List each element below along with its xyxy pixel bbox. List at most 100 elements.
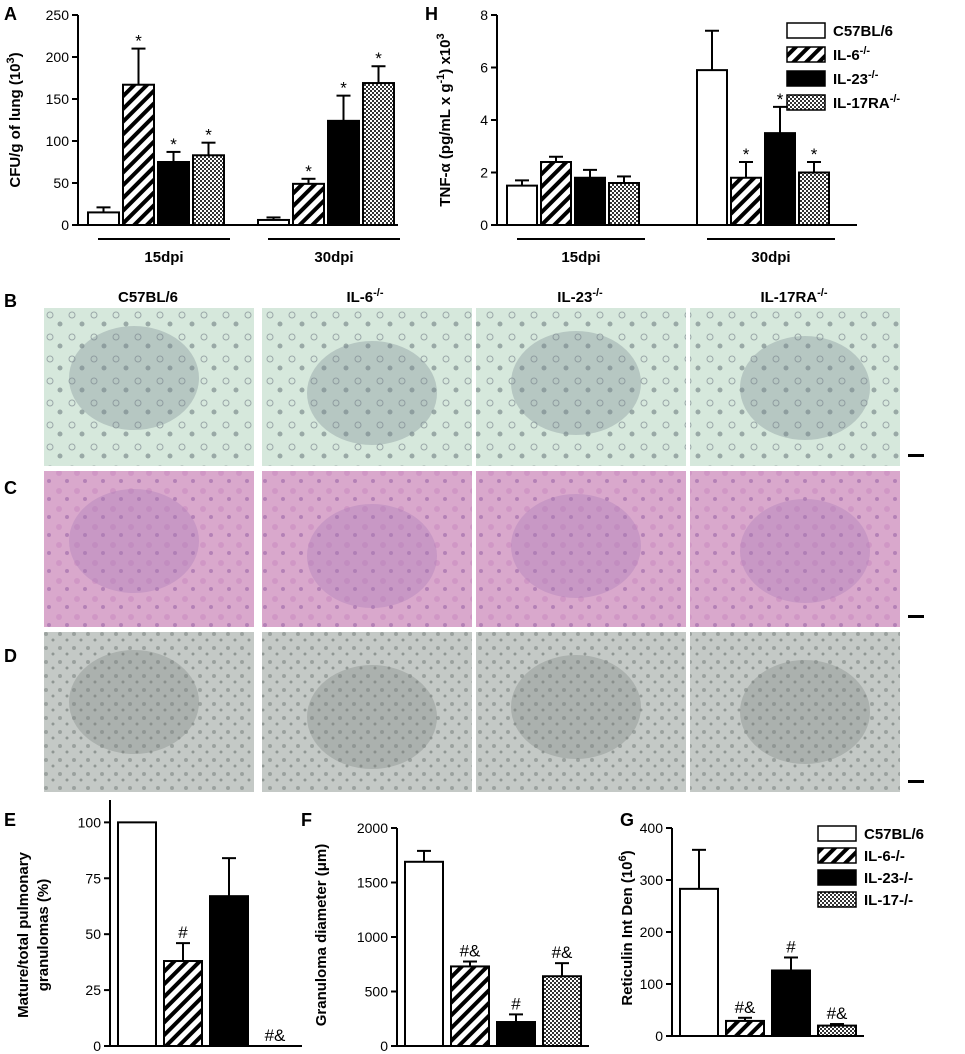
chart-g-bar-annotation: # (786, 937, 796, 956)
chart-h: 0 2 4 6 8 15dpi * * * 30dpi TNF-α (pg/mL x g-1) x1… (435, 7, 857, 266)
chart-h-ytick-label: 6 (480, 60, 488, 76)
micrograph-texture (44, 308, 254, 466)
granuloma-region (511, 331, 641, 435)
histology-micrographs (44, 308, 924, 792)
histology-column-titles: C57BL/6 IL-6-/- IL-23-/- IL-17RA-/- (118, 287, 828, 306)
granuloma-region (511, 655, 641, 759)
panel-label-d: D (4, 646, 17, 666)
granuloma-region (740, 336, 870, 440)
chart-e-bar (209, 895, 249, 1047)
chart-a-bar-annotation: * (305, 162, 312, 181)
chart-g-ytick-label: 400 (640, 820, 664, 836)
chart-a-group-label: 30dpi (314, 249, 353, 266)
chart-f-ytick-label: 2000 (357, 820, 388, 836)
granuloma-region (69, 326, 199, 430)
chart-g-bar-annotation: #& (827, 1004, 848, 1023)
micrograph-texture (476, 632, 686, 792)
chart-f-bar-annotation: #& (552, 943, 573, 962)
chart-h-bar (574, 176, 606, 226)
chart-h-bar-annotation: * (743, 145, 750, 164)
chart-a-bar-annotation: * (375, 49, 382, 68)
chart-f-bar-annotation: # (511, 994, 521, 1013)
chart-h-ytick-label: 4 (480, 112, 488, 128)
chart-a-ytick-label: 0 (61, 217, 69, 233)
chart-a-bar (327, 119, 360, 226)
chart-h-ylabel: TNF-α (pg/mL x g-1) x103 (435, 33, 454, 206)
panel-label-a: A (4, 4, 17, 24)
chart-f-ytick-label: 500 (365, 984, 389, 1000)
chart-a-ylabel: CFU/g of lung (103) (5, 52, 24, 187)
chart-h-bar (540, 161, 572, 226)
legend-bottom-item-label: IL-6-/- (864, 848, 905, 865)
legend-top-item-swatch (786, 94, 826, 111)
histology-column-title: IL-17RA-/- (760, 287, 827, 306)
chart-a: 0 50 100 150 200 250 * * * 15dpi * * * 30dpi CFU/g of … (5, 7, 400, 266)
legend-bottom: C57BL/6 IL-6-/- IL-23-/- IL-17-/- (817, 825, 924, 909)
granuloma-region (307, 341, 437, 445)
scale-bar (908, 454, 924, 457)
chart-e-bar-annotation: # (178, 923, 188, 942)
chart-g-bar-annotation: #& (735, 998, 756, 1017)
chart-a-bar (362, 82, 395, 227)
chart-g-bar (817, 1024, 857, 1037)
chart-e: 0 25 50 75 100 # #& Mature/total pulmonary granu… (15, 800, 302, 1054)
granuloma-region (69, 650, 199, 754)
chart-a-bar-annotation: * (170, 135, 177, 154)
chart-e-bar (163, 960, 203, 1048)
chart-h-bar (798, 171, 830, 226)
panel-label-e: E (4, 810, 16, 830)
chart-h-bar-annotation: * (777, 90, 784, 109)
chart-e-ytick-label: 75 (85, 870, 101, 886)
chart-a-bar (87, 211, 120, 226)
chart-a-ytick-label: 100 (46, 133, 70, 149)
chart-h-bar (696, 69, 728, 226)
chart-a-ytick-label: 250 (46, 7, 70, 23)
scale-bar (908, 615, 924, 618)
chart-a-ytick-label: 200 (46, 49, 70, 65)
legend-top-item-swatch (786, 22, 826, 39)
chart-a-bar (122, 83, 155, 226)
chart-h-bar (764, 132, 796, 226)
chart-f-bar (404, 860, 444, 1047)
chart-g: 0 100 200 300 400 #& # #& Reticulin Int Den (106… (617, 820, 864, 1044)
chart-a-ytick-label: 150 (46, 91, 70, 107)
legend-bottom-item-swatch (817, 847, 857, 864)
granuloma-region (307, 504, 437, 608)
chart-f-bar (542, 975, 582, 1047)
micrograph-texture (44, 632, 254, 792)
legend-top-item-label: IL-6-/- (833, 45, 870, 64)
micrograph-texture (476, 308, 686, 466)
legend-top-item-swatch (786, 70, 826, 87)
chart-h-ytick-label: 0 (480, 217, 488, 233)
chart-h-group-label: 30dpi (751, 249, 790, 266)
granuloma-region (740, 499, 870, 603)
chart-f-bar (450, 965, 490, 1047)
panel-label-b: B (4, 291, 17, 311)
granuloma-region (511, 494, 641, 598)
chart-a-bar-annotation: * (135, 32, 142, 51)
chart-g-ylabel: Reticulin Int Den (106) (617, 850, 636, 1005)
histology-column-title: IL-6-/- (346, 287, 383, 306)
chart-h-group-label: 15dpi (561, 249, 600, 266)
chart-h-ytick-label: 8 (480, 7, 488, 23)
legend-bottom-item-label: C57BL/6 (864, 826, 924, 843)
chart-e-bar (117, 821, 157, 1048)
chart-e-ylabel: Mature/total pulmonary (15, 851, 32, 1018)
legend-bottom-item-swatch (817, 891, 857, 908)
legend-bottom-item-swatch (817, 825, 857, 842)
legend-top-item-swatch (786, 46, 826, 63)
chart-a-bar (257, 218, 290, 227)
chart-e-ytick-label: 100 (78, 814, 102, 830)
chart-h-ytick-label: 2 (480, 165, 488, 181)
micrograph-texture (262, 632, 472, 792)
legend-bottom-item-label: IL-23-/- (864, 870, 913, 887)
granuloma-region (307, 665, 437, 769)
micrograph-texture (44, 471, 254, 627)
chart-f-bar-annotation: #& (460, 942, 481, 961)
chart-e-ytick-label: 50 (85, 926, 101, 942)
chart-a-ytick-label: 50 (53, 175, 69, 191)
micrograph-texture (476, 471, 686, 627)
histology-column-title: C57BL/6 (118, 289, 178, 306)
chart-h-bar (506, 184, 538, 226)
